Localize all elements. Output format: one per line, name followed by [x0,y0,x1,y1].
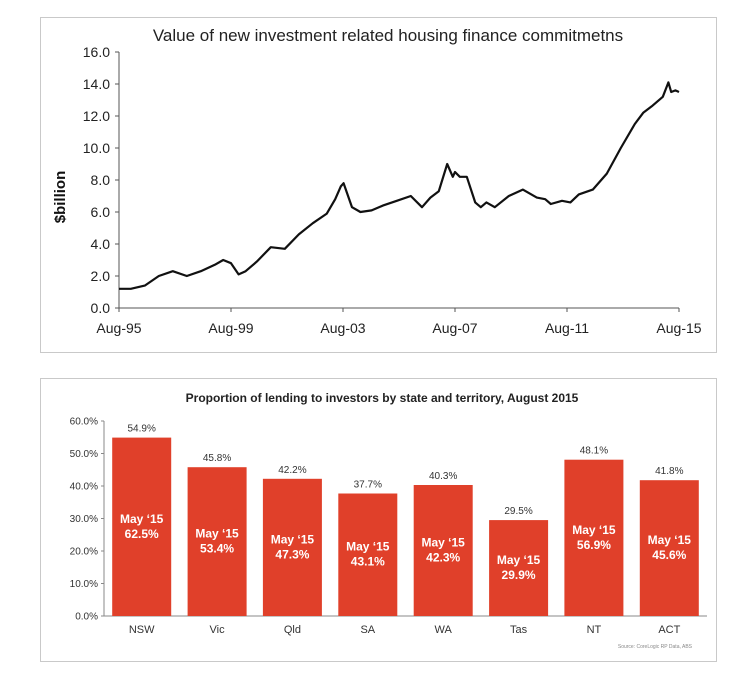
y-tick-label: 8.0 [91,172,111,188]
y-tick-label: 0.0% [75,612,98,623]
x-category-label: Qld [284,624,301,636]
x-tick-label: Aug-03 [320,320,365,336]
line-chart-panel: Value of new investment related housing … [40,17,717,353]
y-tick-label: 30.0% [70,514,98,525]
x-tick-label: Aug-11 [545,320,589,336]
chart-title: Proportion of lending to investors by st… [186,391,579,405]
y-tick-label: 20.0% [70,547,98,558]
bar-tas [489,520,549,616]
bar-value-label: 54.9% [128,424,156,435]
x-category-label: Tas [510,624,528,636]
bar-inner-label-value: 42.3% [426,551,460,565]
bar-inner-label-date: May ‘15 [572,523,616,537]
bar-inner-label-date: May ‘15 [497,553,541,567]
bar-inner-label-value: 56.9% [577,538,611,552]
bar-inner-label-value: 62.5% [125,527,159,541]
y-tick-label: 6.0 [91,204,111,220]
y-axis-label: $billion [52,171,69,224]
bar-nsw [112,437,172,616]
bar-inner-label-value: 29.9% [502,568,536,582]
bar-inner-label-date: May ‘15 [422,536,466,550]
x-tick-labels: Aug-95 Aug-99 Aug-03 Aug-07 Aug-11 Aug-15 [96,308,702,336]
bar-value-label: 41.8% [655,466,683,477]
y-tick-label: 4.0 [91,236,111,252]
y-tick-label: 50.0% [70,449,98,460]
y-tick-label: 16.0 [83,44,110,60]
line-chart: Value of new investment related housing … [52,26,702,336]
bar-inner-label-value: 47.3% [275,547,309,561]
y-tick-label: 10.0% [70,579,98,590]
y-tick-label: 12.0 [83,108,110,124]
source-note: Source: CoreLogic RP Data, ABS [618,644,693,650]
bar-inner-label-date: May ‘15 [195,527,239,541]
bar-value-label: 48.1% [580,446,608,457]
bar-inner-label-value: 53.4% [200,542,234,556]
y-tick-labels: 0.0 2.0 4.0 6.0 8.0 10.0 12.0 14.0 16.0 [83,44,119,316]
bar-value-label: 42.2% [278,465,306,476]
x-tick-label: Aug-07 [432,320,477,336]
x-category-label: ACT [658,624,680,636]
y-tick-labels: 0.0% 10.0% 20.0% 30.0% 40.0% 50.0% 60.0% [70,417,104,623]
bar-inner-label-date: May ‘15 [648,533,692,547]
y-tick-label: 40.0% [70,482,98,493]
y-tick-label: 14.0 [83,76,110,92]
bar-qld [262,478,322,616]
series-line [119,81,680,290]
x-category-label: Vic [210,624,226,636]
bar-value-label: 37.7% [354,479,382,490]
bar-inner-label-date: May ‘15 [120,512,164,526]
bar-value-label: 45.8% [203,453,231,464]
x-tick-label: Aug-15 [656,320,701,336]
bar-vic [187,467,247,616]
y-tick-label: 60.0% [70,417,98,428]
bar-inner-label-value: 45.6% [652,548,686,562]
bar-value-label: 40.3% [429,471,457,482]
y-tick-label: 2.0 [91,268,111,284]
bar-wa [413,485,473,616]
x-tick-label: Aug-95 [96,320,141,336]
bar-nt [564,459,624,616]
bar-sa [338,493,398,616]
bar-value-label: 29.5% [504,506,532,517]
y-tick-label: 0.0 [91,300,111,316]
bar-inner-label-value: 43.1% [351,555,385,569]
x-category-label: SA [360,624,375,636]
bar-inner-label-date: May ‘15 [346,540,390,554]
x-category-label: WA [435,624,453,636]
bar-chart: Proportion of lending to investors by st… [70,391,707,650]
x-category-label: NSW [129,624,155,636]
bar-act [639,480,699,616]
bar-chart-panel: Proportion of lending to investors by st… [40,378,717,662]
bar-inner-label-date: May ‘15 [271,532,315,546]
x-tick-label: Aug-99 [208,320,253,336]
x-category-label: NT [587,624,602,636]
chart-title: Value of new investment related housing … [153,26,623,45]
y-tick-label: 10.0 [83,140,110,156]
